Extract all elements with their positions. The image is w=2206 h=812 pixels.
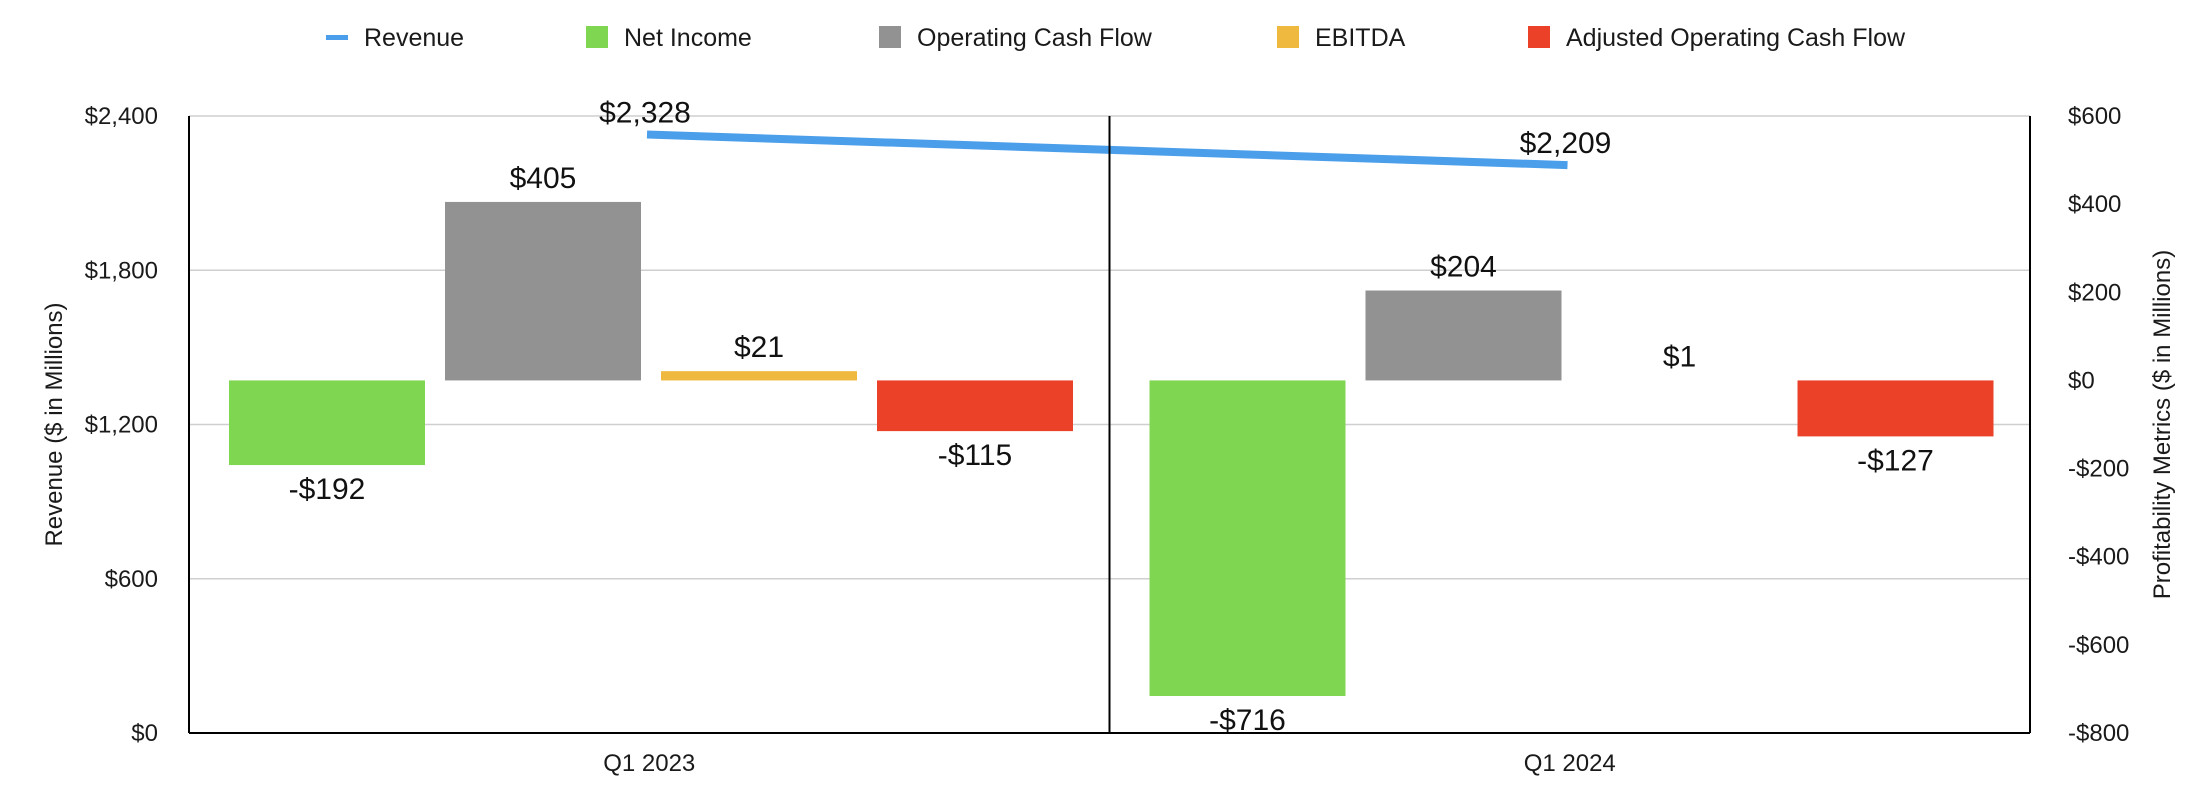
bar [1149,380,1346,696]
legend-label: Net Income [624,24,752,52]
legend-label: Adjusted Operating Cash Flow [1566,24,1906,52]
legend-label: EBITDA [1315,24,1406,52]
bar [1797,380,1994,437]
legend-swatch [586,26,608,48]
bar [445,201,641,381]
legend-label: Revenue [364,24,464,52]
bar-series [229,201,1994,696]
left-tick-label: $1,200 [85,412,158,439]
right-tick-label: $0 [2068,367,2095,394]
legend-item: Revenue [326,24,464,52]
bar [661,371,857,381]
right-tick-label: -$400 [2068,544,2129,571]
data-label: -$127 [1857,444,1934,477]
data-label: $405 [510,162,577,195]
revenue-line [646,130,1568,170]
right-tick-label: $600 [2068,103,2121,130]
data-label: $21 [734,331,784,364]
right-tick-label: $200 [2068,279,2121,306]
right-tick-label: -$200 [2068,456,2129,483]
data-label: $1 [1663,340,1696,373]
left-axis-title: Revenue ($ in Millions) [41,302,68,546]
left-tick-label: $0 [131,720,158,747]
legend-swatch [1277,26,1299,48]
revenue-line-path [646,130,1568,170]
data-label: -$192 [289,473,366,506]
bar [1365,290,1562,381]
right-axis-title: Profitability Metrics ($ in Millions) [2149,250,2176,599]
category-label: Q1 2023 [603,750,695,777]
right-tick-label: -$800 [2068,720,2129,747]
data-label: $204 [1430,251,1497,284]
legend-item: Operating Cash Flow [879,24,1153,52]
axes: $0 $600 $1,200 $1,800 $2,400 -$800 -$600 -$400 -… [41,103,2176,777]
left-tick-label: $2,400 [85,103,158,130]
left-tick-label: $600 [105,566,158,593]
legend-label: Operating Cash Flow [917,24,1153,52]
legend-swatch [1528,26,1550,48]
left-tick-label: $1,800 [85,257,158,284]
bar [877,380,1073,432]
category-label: Q1 2024 [1524,750,1616,777]
legend-item: EBITDA [1277,24,1406,52]
revenue-data-label: $2,209 [1520,127,1612,160]
data-label: -$716 [1209,704,1286,737]
legend-item: Net Income [586,24,752,52]
revenue-data-label: $2,328 [599,97,691,130]
data-labels: -$192 -$716 $405 $204 $21 $1 -$115 -$127 $2,328 $… [289,97,1934,737]
plot-frame [188,116,2031,734]
legend-swatch [879,26,901,48]
legend-swatch-line [326,35,348,40]
legend: Revenue Net Income Operating Cash Flow EBIT… [326,24,1906,52]
right-tick-label: $400 [2068,191,2121,218]
legend-item: Adjusted Operating Cash Flow [1528,24,1906,52]
right-tick-label: -$600 [2068,632,2129,659]
bar [229,380,425,466]
data-label: -$115 [938,439,1013,472]
